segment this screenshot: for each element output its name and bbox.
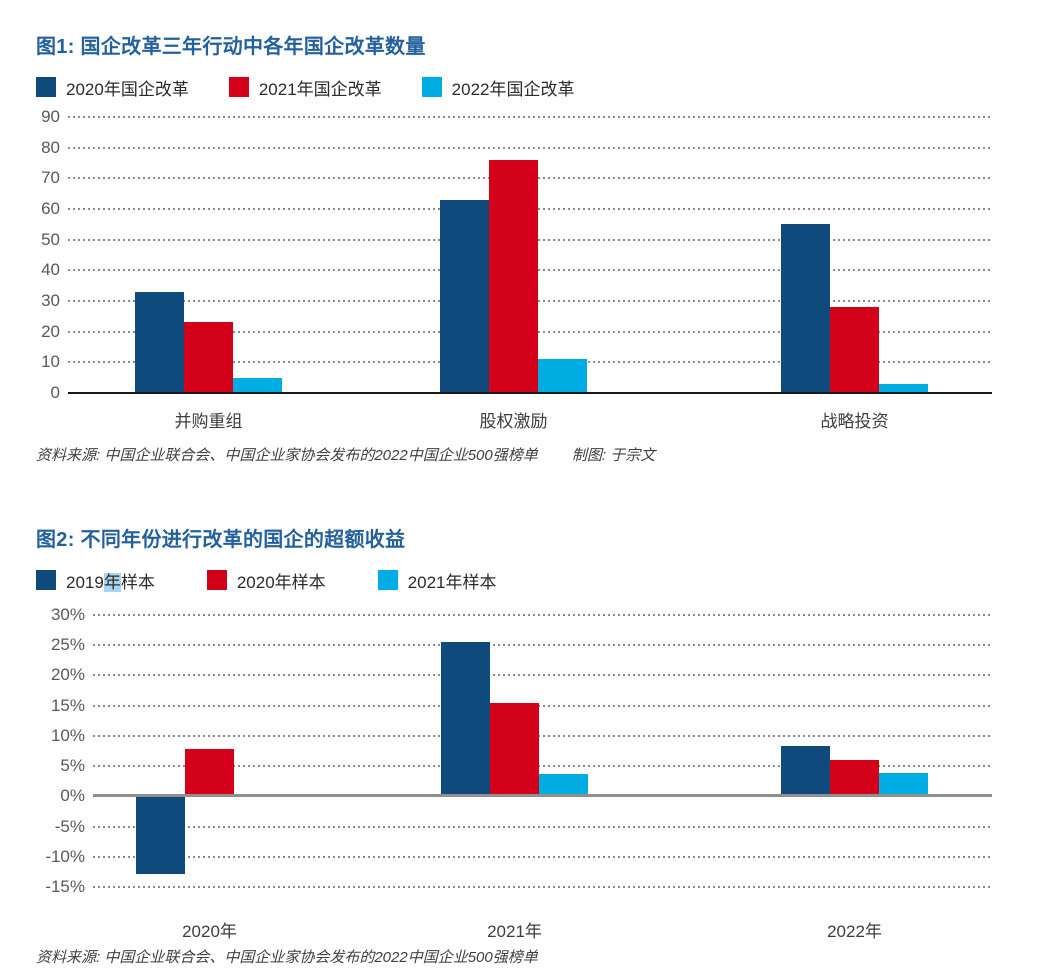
bar-2019年样本-2021年: [441, 642, 490, 797]
y-tick-label: 0: [50, 383, 60, 402]
gridline: [93, 886, 992, 888]
bar-2019年样本-2022年: [781, 746, 830, 797]
chart1-section: 图1: 国企改革三年行动中各年国企改革数量 2020年国企改革 2021年国企改革…: [36, 34, 1046, 465]
chart1-credit-text: 制图: 于宗文: [571, 447, 656, 464]
legend-swatch: [228, 77, 249, 97]
legend-label: 2019年样本: [66, 572, 155, 592]
x-category-label: 2020年: [182, 922, 237, 941]
x-category-label: 战略投资: [820, 412, 889, 431]
gridline: [93, 614, 992, 616]
y-tick-label: 40: [41, 260, 60, 280]
gridline: [68, 116, 992, 118]
y-tick-label: 20%: [50, 665, 85, 685]
y-tick-label: 10%: [50, 725, 85, 745]
y-tick-label: 15%: [50, 695, 85, 715]
legend-swatch: [36, 570, 56, 590]
chart2-legend: 2019年样本 2020年样本 2021年样本: [36, 568, 1046, 593]
chart1-plot-row: 90 80 70 60 50 40 30 20 10 0 并购重组 股权激励 战略投资: [36, 107, 1046, 431]
y-tick-label: 90: [41, 107, 60, 126]
x-category-label: 2021年: [487, 922, 542, 941]
legend-swatch: [206, 570, 227, 590]
gridline: [93, 825, 992, 828]
bar-2019年样本-2020年: [136, 796, 185, 874]
chart1-source-line: 资料来源: 中国企业联合会、中国企业家协会发布的2022中国企业500强榜单 制…: [36, 447, 1046, 465]
y-tick-label: 80: [41, 137, 60, 157]
bar-2022年国企改革-并购重组: [233, 377, 282, 393]
y-tick-label: 5%: [60, 756, 85, 776]
chart1-plot-area: 并购重组 股权激励 战略投资: [68, 116, 992, 431]
chart1-source-text: 资料来源: 中国企业联合会、中国企业家协会发布的2022中国企业500强榜单: [36, 447, 538, 464]
legend-item: 2022年国企改革: [421, 75, 575, 100]
zero-axis-line: [68, 392, 992, 394]
y-tick-label: -5%: [54, 816, 85, 836]
legend-swatch: [421, 77, 442, 97]
gridline: [93, 704, 992, 707]
y-tick-label: -10%: [45, 846, 85, 866]
chart2-source-line: 资料来源: 中国企业联合会、中国企业家协会发布的2022中国企业500强榜单: [36, 949, 1046, 967]
zero-axis-line: [93, 794, 992, 798]
legend-item: 2021年国企改革: [228, 75, 382, 100]
legend-label: 2020年样本: [236, 572, 326, 592]
legend-label: 2020年国企改革: [66, 79, 189, 99]
chart2-source-text: 资料来源: 中国企业联合会、中国企业家协会发布的2022中国企业500强榜单: [36, 949, 538, 966]
legend-label: 2021年国企改革: [258, 79, 382, 99]
gridline: [93, 765, 992, 768]
bar-2021年国企改革-并购重组: [184, 322, 233, 393]
legend-swatch: [377, 570, 398, 590]
bar-2021年国企改革-战略投资: [830, 307, 879, 393]
legend-item: 2020年样本: [206, 568, 326, 593]
gridline: [93, 674, 992, 677]
bar-2020年国企改革-股权激励: [440, 199, 489, 393]
y-tick-label: 30: [41, 291, 60, 310]
y-tick-label: 50: [41, 229, 60, 249]
gridline: [93, 644, 992, 647]
gridline: [93, 734, 992, 737]
bar-2021年样本-2022年: [879, 773, 928, 797]
chart2-title: 图2: 不同年份进行改革的国企的超额收益: [36, 529, 406, 551]
bar-2020年样本-2020年: [185, 749, 234, 797]
y-tick-label: 30%: [50, 605, 85, 624]
chart1-legend: 2020年国企改革 2021年国企改革 2022年国企改革: [36, 75, 1046, 100]
legend-swatch: [36, 77, 56, 97]
chart2-plot-area: 2020年 2021年 2022年: [93, 614, 992, 941]
bar-2020年样本-2021年: [490, 702, 539, 797]
y-tick-label: 10: [41, 352, 60, 372]
y-tick-label: 25%: [50, 635, 85, 655]
y-tick-label: 70: [41, 168, 60, 188]
y-tick-label: 0%: [60, 786, 85, 806]
legend-label: 2022年国企改革: [451, 79, 575, 99]
bar-2020年国企改革-战略投资: [781, 224, 830, 393]
y-tick-label: -15%: [45, 877, 85, 896]
legend-label: 2021年样本: [407, 572, 497, 592]
bar-2021年国企改革-股权激励: [489, 159, 538, 393]
bar-2020年国企改革-并购重组: [135, 291, 184, 393]
bar-2022年国企改革-战略投资: [879, 383, 928, 393]
legend-item: 2020年国企改革: [36, 75, 189, 100]
chart2-section: 图2: 不同年份进行改革的国企的超额收益 2019年样本 2020年样本 2021年…: [36, 527, 1046, 967]
bar-2020年样本-2022年: [830, 760, 879, 797]
legend-item: 2019年样本: [36, 568, 155, 593]
x-category-label: 2022年: [827, 922, 882, 941]
bar-2022年国企改革-股权激励: [538, 359, 587, 393]
chart2-plot-row: 30% 25% 20% 15% 10% 5% 0% -5% -10% -15% 2020年 2021…: [36, 605, 1046, 941]
bar-2021年样本-2021年: [539, 773, 588, 797]
x-category-label: 并购重组: [174, 412, 243, 431]
y-tick-label: 20: [41, 321, 60, 341]
y-tick-label: 60: [41, 199, 60, 218]
x-category-label: 股权激励: [479, 412, 548, 431]
gridline: [68, 146, 992, 149]
gridline: [93, 855, 992, 858]
legend-item: 2021年样本: [377, 568, 497, 593]
chart2-y-axis: 30% 25% 20% 15% 10% 5% 0% -5% -10% -15%: [36, 605, 93, 896]
selected-text-highlight: 年: [103, 572, 121, 592]
chart1-y-axis: 90 80 70 60 50 40 30 20 10 0: [36, 107, 68, 402]
chart1-title: 图1: 国企改革三年行动中各年国企改革数量: [36, 36, 426, 58]
